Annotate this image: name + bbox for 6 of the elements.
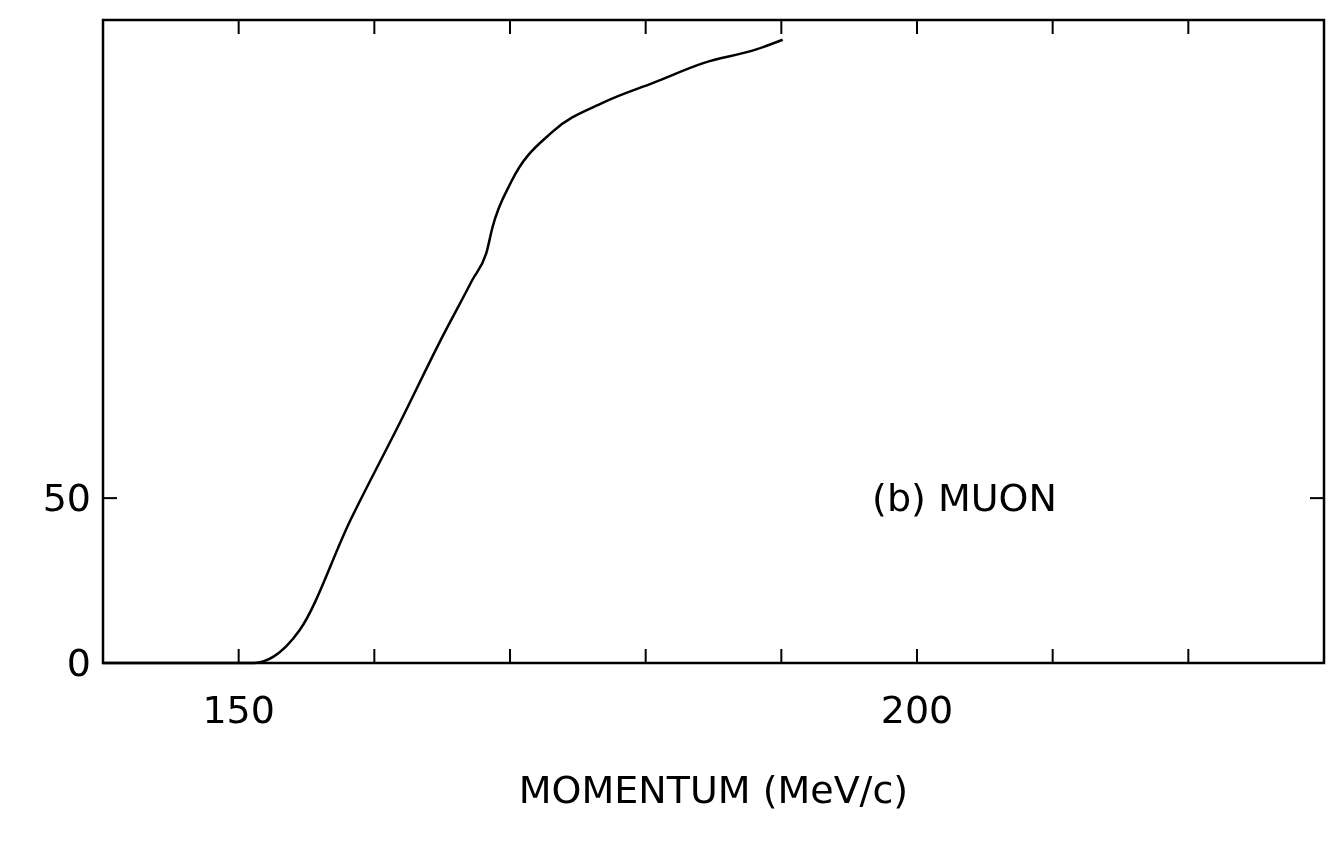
x-tick-label: 200 [880,688,954,732]
x-tick-label: 150 [202,688,275,732]
annotation: (b) MUON [872,476,1057,521]
y-tick-label: 50 [42,476,91,521]
x-axis-title: MOMENTUM (MeV/c) [518,768,909,812]
y-tick-label: 0 [66,641,91,686]
